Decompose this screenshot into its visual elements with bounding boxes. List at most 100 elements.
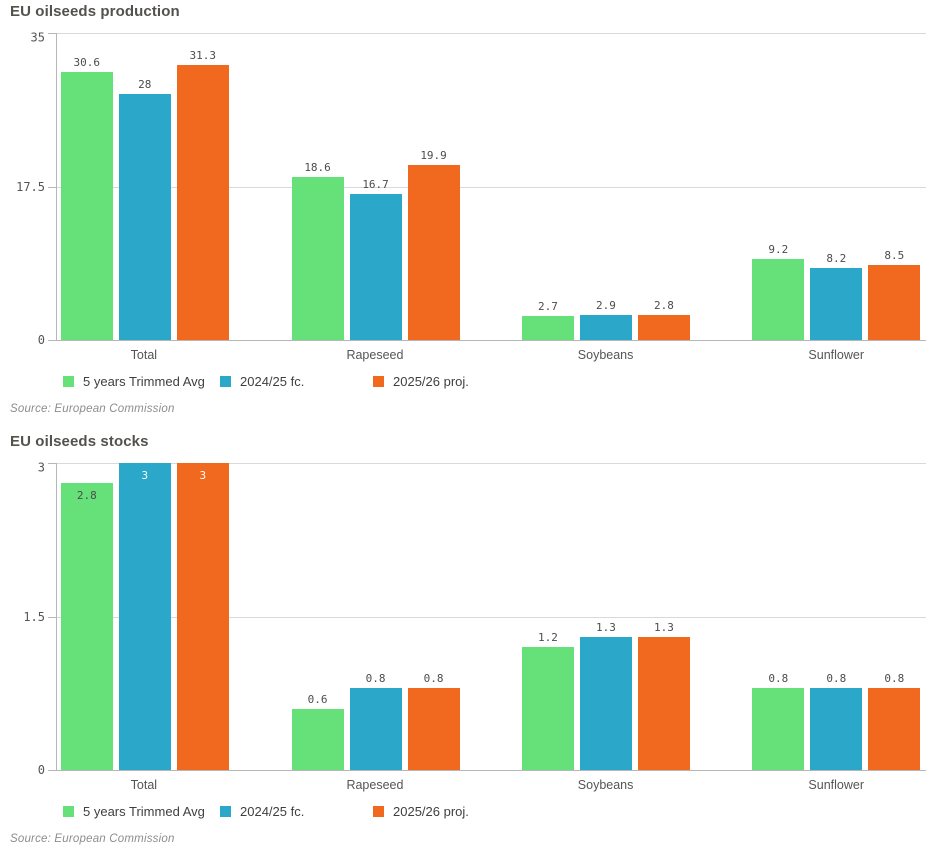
chart-eu-oilseeds-stocks: EU oilseeds stocks 3 1.5 0 2.8 3 3 0.6 0.8 0.8 1.…: [0, 433, 938, 863]
legend-item-5-years-trimmed-avg[interactable]: 5 years Trimmed Avg: [63, 374, 220, 389]
bar-soybeans-2025-26-proj-[interactable]: 1.3: [637, 621, 690, 770]
bar-rapeseed-5-years-trimmed-avg[interactable]: 0.6: [291, 693, 344, 770]
category-label-sunflower: Sunflower: [808, 348, 864, 362]
bar-soybeans-2024-25-fc-[interactable]: 1.3: [579, 621, 632, 770]
bar-total-2025-26-proj-[interactable]: 3: [176, 463, 229, 770]
bar-value-label: 3: [199, 469, 207, 482]
bar-value-label: 16.7: [362, 177, 389, 191]
bar-rapeseed-2025-26-proj-[interactable]: 0.8: [407, 672, 460, 770]
bar-value-label: 0.8: [884, 672, 905, 686]
y-tick-mark: [48, 770, 57, 771]
bar-value-label: 2.8: [654, 299, 674, 313]
category-label-total: Total: [130, 348, 158, 362]
bar-value-label: 1.3: [596, 620, 616, 634]
y-tick-mark: [48, 616, 57, 618]
legend-label: 5 years Trimmed Avg: [83, 374, 205, 389]
bar-rapeseed-2024-25-fc-[interactable]: 0.8: [349, 672, 402, 770]
chart-eu-oilseeds-production: EU oilseeds production 35 17.5 0 30.6 28 31.3…: [0, 3, 938, 433]
bar-value-label: 18.6: [304, 160, 331, 174]
bar-sunflower-2024-25-fc-[interactable]: 0.8: [810, 672, 863, 770]
y-tick-label: 0: [37, 763, 45, 777]
bar-sunflower-2025-26-proj-[interactable]: 8.5: [868, 249, 921, 340]
bar-total-2025-26-proj-[interactable]: 31.3: [176, 49, 229, 340]
bar-group-total: 2.8 3 3: [60, 463, 229, 770]
legend-item-2025-26-proj-[interactable]: 2025/26 proj.: [373, 804, 469, 819]
bar-total-5-years-trimmed-avg[interactable]: 30.6: [60, 56, 113, 340]
bar-value-label: 0.8: [826, 672, 847, 686]
bar-value-label: 0.8: [423, 672, 444, 686]
bar-value-label: 1.3: [654, 620, 674, 634]
y-tick-mark: [48, 186, 57, 188]
bar-total-2024-25-fc-[interactable]: 28: [118, 78, 171, 340]
legend-item-5-years-trimmed-avg[interactable]: 5 years Trimmed Avg: [63, 804, 220, 819]
gridline: [57, 616, 926, 618]
bar-rapeseed-2024-25-fc-[interactable]: 16.7: [349, 178, 402, 340]
chart-title: EU oilseeds stocks: [10, 433, 149, 450]
bar-value-label: 19.9: [420, 149, 447, 163]
category-axis: Total Rapeseed Soybeans Sunflower: [56, 778, 926, 794]
bar-sunflower-2025-26-proj-[interactable]: 0.8: [868, 672, 921, 770]
bar-group-rapeseed: 18.6 16.7 19.9: [291, 33, 460, 340]
legend-item-2025-26-proj-[interactable]: 2025/26 proj.: [373, 374, 469, 389]
bar-soybeans-2025-26-proj-[interactable]: 2.8: [637, 299, 690, 340]
category-label-total: Total: [130, 778, 158, 792]
bar-rapeseed-2025-26-proj-[interactable]: 19.9: [407, 149, 460, 340]
legend-item-2024-25-fc-[interactable]: 2024/25 fc.: [220, 804, 373, 819]
legend-label: 2024/25 fc.: [240, 374, 305, 389]
plot-area: 3 1.5 0 2.8 3 3 0.6 0.8 0.8 1.2 1.3 1.3 0.8 0.8 0.8: [23, 460, 926, 777]
y-tick-label: 35: [30, 30, 45, 45]
bar-value-label: 1.2: [538, 631, 558, 645]
chart-title: EU oilseeds production: [10, 3, 180, 20]
bar-value-label: 9.2: [768, 243, 789, 257]
y-tick-label: 17.5: [16, 179, 45, 194]
bar-value-label: 8.5: [884, 249, 905, 263]
bar-sunflower-5-years-trimmed-avg[interactable]: 0.8: [752, 672, 805, 770]
bar-group-sunflower: 0.8 0.8 0.8: [752, 463, 921, 770]
plot-area: 35 17.5 0 30.6 28 31.3 18.6 16.7 19.9 2.7 2.9 2.8 9.…: [16, 30, 926, 347]
legend: 5 years Trimmed Avg 2024/25 fc. 2025/26 pr…: [63, 374, 469, 389]
bar-group-soybeans: 1.2 1.3 1.3: [521, 463, 690, 770]
bar-group-soybeans: 2.7 2.9 2.8: [521, 33, 690, 340]
legend-label: 2025/26 proj.: [393, 804, 469, 819]
bar-sunflower-5-years-trimmed-avg[interactable]: 9.2: [752, 243, 805, 340]
category-label-soybeans: Soybeans: [577, 778, 634, 792]
bar-total-2024-25-fc-[interactable]: 3: [118, 463, 171, 770]
bar-value-label: 8.2: [826, 252, 847, 266]
y-tick-mark: [48, 463, 57, 464]
bar-value-label: 2.7: [538, 300, 558, 314]
bar-total-5-years-trimmed-avg[interactable]: 2.8: [60, 483, 113, 770]
legend: 5 years Trimmed Avg 2024/25 fc. 2025/26 pr…: [63, 804, 469, 819]
bar-value-label: 0.8: [768, 672, 789, 686]
bar-value-label: 2.9: [596, 298, 616, 312]
y-tick-mark: [48, 33, 57, 34]
legend-label: 2025/26 proj.: [393, 374, 469, 389]
bar-value-label: 0.6: [307, 692, 328, 706]
bar-value-label: 3: [141, 469, 149, 482]
legend-swatch: [373, 376, 384, 387]
bar-value-label: 2.8: [76, 489, 97, 503]
source-note: Source: European Commission: [10, 403, 175, 415]
y-tick-label: 0: [37, 333, 45, 347]
bar-soybeans-2024-25-fc-[interactable]: 2.9: [579, 299, 632, 340]
legend-label: 5 years Trimmed Avg: [83, 804, 205, 819]
y-tick-label: 1.5: [23, 609, 45, 624]
gridline: [57, 463, 926, 464]
bar-group-rapeseed: 0.6 0.8 0.8: [291, 463, 460, 770]
bar-sunflower-2024-25-fc-[interactable]: 8.2: [810, 252, 863, 340]
gridline: [57, 33, 926, 34]
legend-swatch: [220, 806, 231, 817]
legend-swatch: [220, 376, 231, 387]
y-tick-mark: [48, 340, 57, 341]
category-label-soybeans: Soybeans: [577, 348, 634, 362]
bar-rapeseed-5-years-trimmed-avg[interactable]: 18.6: [291, 161, 344, 340]
legend-swatch: [373, 806, 384, 817]
bar-soybeans-5-years-trimmed-avg[interactable]: 2.7: [521, 300, 574, 340]
category-label-rapeseed: Rapeseed: [346, 348, 404, 362]
legend-label: 2024/25 fc.: [240, 804, 305, 819]
bar-soybeans-5-years-trimmed-avg[interactable]: 1.2: [521, 631, 574, 770]
bar-value-label: 30.6: [73, 55, 101, 69]
legend-item-2024-25-fc-[interactable]: 2024/25 fc.: [220, 374, 373, 389]
gridline: [57, 186, 926, 188]
bar-group-sunflower: 9.2 8.2 8.5: [752, 33, 921, 340]
